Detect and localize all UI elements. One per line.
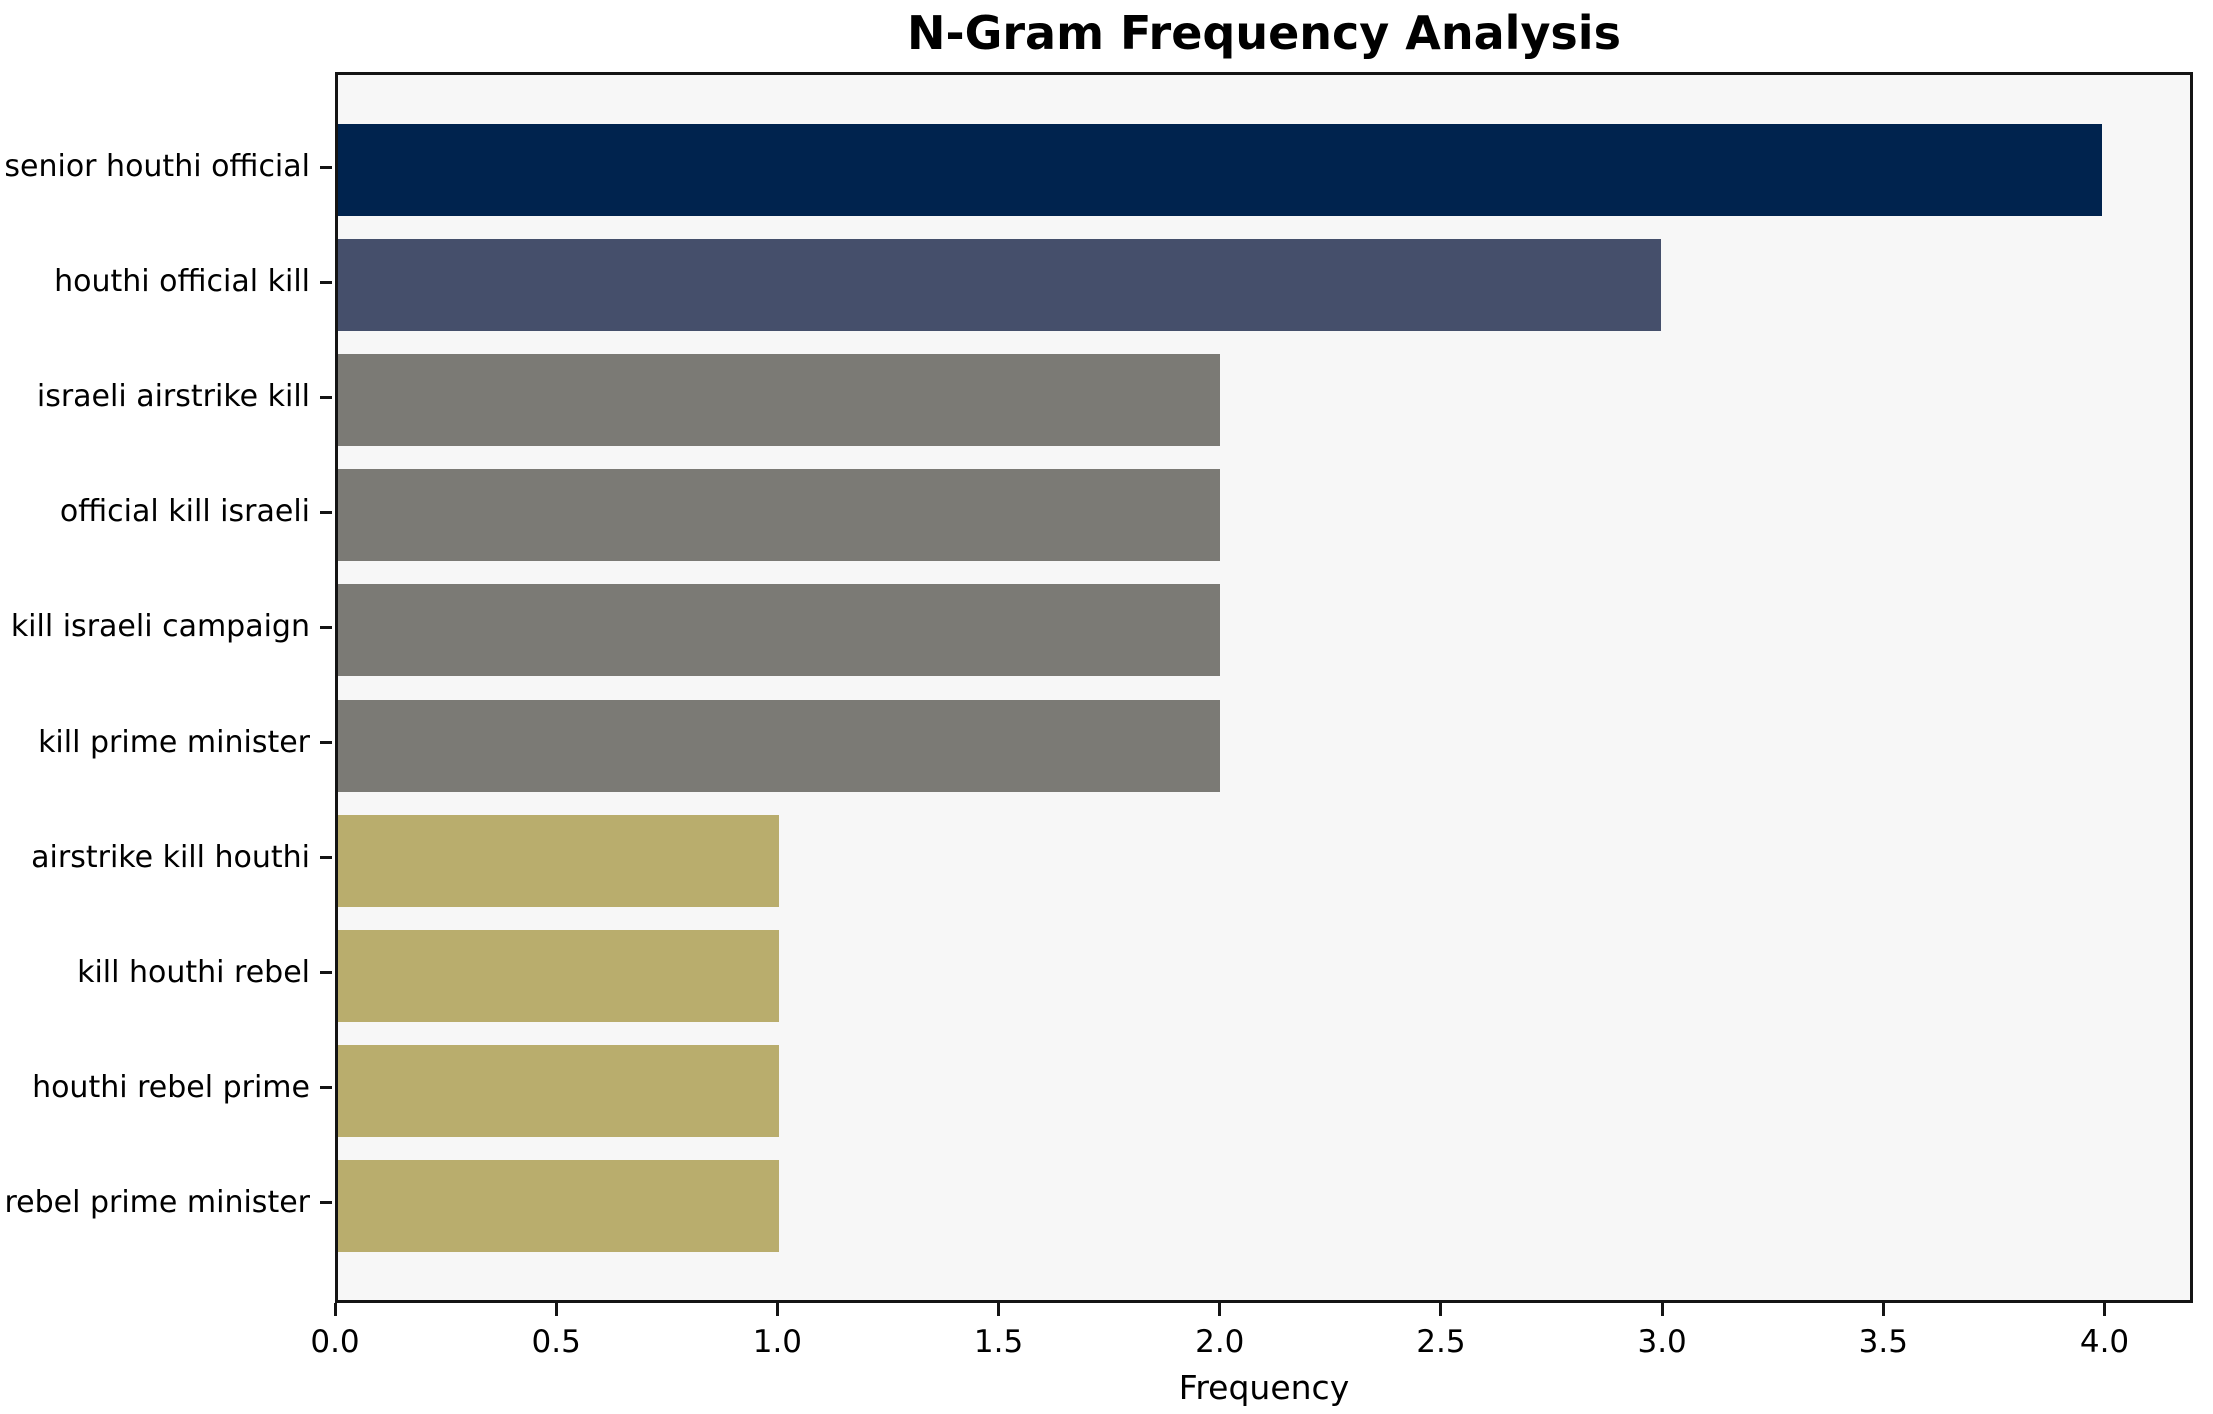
y-tick-mark [320,510,332,514]
bar-airstrike-kill-houthi [338,814,779,907]
y-tick-label: kill prime minister [38,724,310,760]
bar-official-kill-israeli [338,469,1220,562]
x-tick-label: 0.5 [531,1324,581,1360]
x-tick-label: 0.0 [310,1324,360,1360]
x-tick-mark [1439,1303,1443,1316]
y-tick-label: senior houthi official [4,149,310,184]
x-tick-label: 3.0 [1637,1324,1687,1360]
x-tick-mark [554,1303,558,1316]
x-tick-mark [997,1303,1001,1316]
x-tick-label: 1.5 [973,1324,1024,1360]
x-tick-label: 2.0 [1195,1324,1245,1360]
x-axis-label: Frequency [1178,1368,1350,1407]
y-tick-mark [320,856,332,860]
x-tick-mark [1660,1303,1664,1316]
y-tick-mark [320,280,332,284]
y-tick-mark [320,1086,332,1090]
x-tick-mark [1881,1303,1885,1316]
bar-kill-prime-minister [338,699,1220,792]
x-tick-label: 4.0 [2079,1324,2130,1360]
x-tick-label: 1.0 [752,1324,803,1360]
y-tick-label: rebel prime minister [4,1184,310,1220]
y-tick-label: airstrike kill houthi [31,839,310,875]
y-tick-label: houthi official kill [54,264,310,300]
y-tick-label: kill israeli campaign [10,609,310,645]
y-tick-label: houthi rebel prime [32,1069,310,1105]
x-tick-mark [333,1303,337,1316]
x-tick-mark [1218,1303,1222,1316]
y-tick-mark [320,971,332,975]
bar-israeli-airstrike-kill [338,354,1220,447]
plot-area [335,72,2193,1303]
x-tick-label: 3.5 [1858,1324,1908,1360]
x-tick-mark [2103,1303,2107,1316]
bar-kill-houthi-rebel [338,929,779,1022]
bar-kill-israeli-campaign [338,584,1220,677]
y-tick-label: official kill israeli [59,494,310,530]
y-tick-mark [320,741,332,744]
y-tick-mark [320,165,332,169]
y-tick-mark [320,395,332,399]
bar-houthi-rebel-prime [338,1044,779,1137]
y-tick-mark [320,1201,332,1205]
bar-senior-houthi-official [338,124,2102,216]
y-tick-mark [320,625,332,629]
y-tick-label: israeli airstrike kill [36,379,310,415]
chart-title: N-Gram Frequency Analysis [907,6,1621,60]
y-tick-label: kill houthi rebel [77,954,310,990]
bar-houthi-official-kill [338,239,1661,332]
x-tick-label: 2.5 [1416,1324,1466,1360]
x-tick-mark [775,1303,779,1316]
bar-rebel-prime-minister [338,1159,779,1252]
